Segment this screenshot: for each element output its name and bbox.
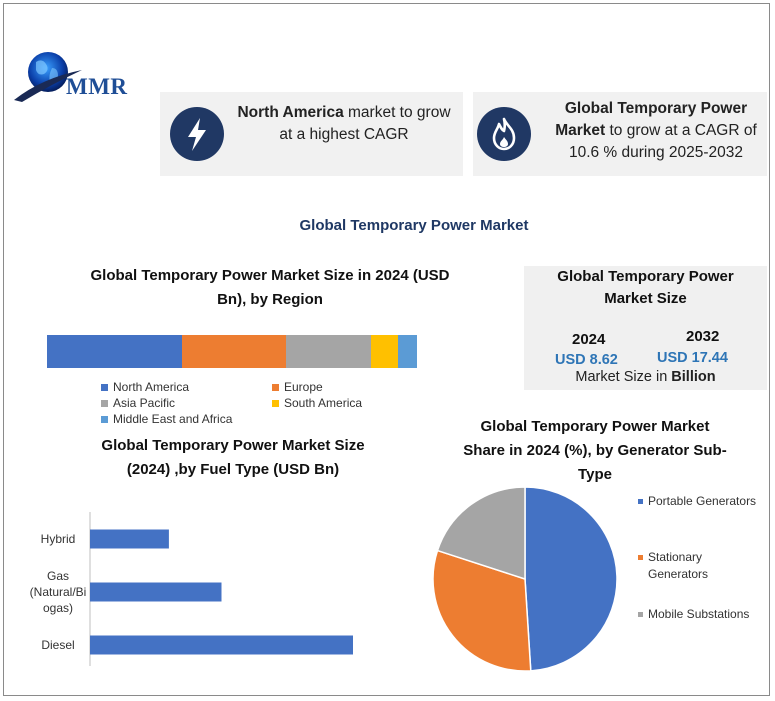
value-2032: USD 17.44 bbox=[657, 350, 728, 366]
region-stacked-bar bbox=[47, 335, 417, 368]
year-2032-label: 2032 bbox=[686, 328, 720, 345]
highlight-card-cagr: Global Temporary Power Market to grow at… bbox=[473, 92, 767, 176]
pie-slice-portable-generators bbox=[524, 486, 618, 672]
pie-slice-stationary-generators bbox=[432, 549, 532, 672]
legend-item-asia-pacific: Asia Pacific bbox=[101, 396, 175, 410]
pie-legend-label-mobile-substations: Mobile Substations bbox=[648, 607, 749, 621]
highlight-card-north-america: North America market to grow at a highes… bbox=[160, 92, 463, 176]
generator-share-pie-chart: Portable Generators Stationary Generators M… bbox=[432, 486, 756, 672]
mmr-logo-text: MMR bbox=[66, 74, 128, 99]
pie-slice-mobile-substations bbox=[436, 486, 526, 581]
highlight-text-2: Global Temporary Power Market to grow at… bbox=[545, 98, 767, 164]
market-size-box: Global Temporary Power Market Size 2024 … bbox=[524, 266, 767, 390]
fuel-chart-title: Global Temporary Power Market Size (2024… bbox=[101, 437, 365, 478]
pie-legend-swatch bbox=[638, 555, 643, 560]
legend-item-middle-east-and-africa: Middle East and Africa bbox=[101, 412, 232, 426]
pie-legend-label-stationary-generators: Stationary Generators bbox=[648, 550, 708, 581]
value-2024: USD 8.62 bbox=[555, 352, 618, 368]
region-segment-south-america bbox=[370, 335, 399, 368]
legend-swatch bbox=[101, 399, 108, 407]
market-size-note-unit: Billion bbox=[671, 369, 716, 385]
fuel-category-label: Diesel bbox=[41, 638, 74, 652]
flame-icon bbox=[477, 107, 531, 161]
legend-item-europe: Europe bbox=[272, 380, 323, 394]
highlight-rest-1: market to grow at a highest CAGR bbox=[279, 104, 451, 143]
highlight-text-1: North America market to grow at a highes… bbox=[232, 102, 456, 146]
market-size-note-prefix: Market Size in bbox=[575, 369, 672, 385]
region-segment-europe bbox=[182, 335, 286, 368]
legend-swatch bbox=[101, 383, 108, 391]
fuel-category-label: Gas (Natural/Bi ogas) bbox=[30, 569, 87, 615]
market-size-note: Market Size in Billion bbox=[524, 369, 767, 385]
main-title: Global Temporary Power Market bbox=[299, 217, 529, 234]
year-2024-label: 2024 bbox=[572, 331, 606, 348]
legend-label: South America bbox=[284, 396, 363, 410]
pie-chart-title: Global Temporary Power Market Share in 2… bbox=[463, 418, 727, 483]
fuel-type-bar-chart: Hybrid Gas (Natural/Bi ogas) Diesel bbox=[30, 512, 353, 666]
region-segment-asia-pacific bbox=[285, 335, 371, 368]
fuel-bar-diesel bbox=[90, 635, 353, 655]
lightning-icon bbox=[170, 107, 224, 161]
fuel-bar-gas-natural-biogas bbox=[90, 582, 222, 602]
legend-item-south-america: South America bbox=[272, 396, 362, 410]
region-segment-middle-east-and-africa bbox=[398, 335, 417, 368]
highlight-bold-1: North America bbox=[237, 104, 344, 121]
legend-label: Middle East and Africa bbox=[113, 412, 233, 426]
legend-label: North America bbox=[113, 380, 190, 394]
legend-swatch bbox=[101, 415, 108, 423]
pie-legend-swatch bbox=[638, 499, 643, 504]
pie-legend-label-portable-generators: Portable Generators bbox=[648, 494, 756, 508]
mmr-logo-globe-icon bbox=[14, 52, 82, 102]
region-chart-title: Global Temporary Power Market Size in 20… bbox=[90, 267, 450, 308]
pie-legend-swatch bbox=[638, 612, 643, 617]
market-size-title: Global Temporary Power Market Size bbox=[557, 268, 734, 307]
legend-item-north-america: North America bbox=[101, 380, 189, 394]
fuel-category-label: Hybrid bbox=[41, 532, 76, 546]
region-segment-north-america bbox=[47, 335, 183, 368]
legend-label: Europe bbox=[284, 380, 323, 394]
legend-swatch bbox=[272, 383, 279, 391]
highlight-bold-2: Global Temporary Power Market bbox=[555, 100, 748, 139]
highlight-rest-2: to grow at a CAGR of 10.6 % during 2025-… bbox=[568, 122, 757, 161]
legend-swatch bbox=[272, 399, 279, 407]
infographic-frame bbox=[3, 3, 770, 696]
fuel-bar-hybrid bbox=[90, 529, 169, 549]
legend-label: Asia Pacific bbox=[113, 396, 176, 410]
